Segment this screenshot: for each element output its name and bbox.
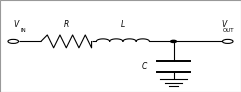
- Text: IN: IN: [21, 28, 27, 33]
- Text: V: V: [221, 20, 227, 29]
- Text: OUT: OUT: [222, 28, 234, 33]
- Text: V: V: [14, 20, 19, 29]
- Text: C: C: [142, 62, 147, 71]
- Text: L: L: [121, 20, 125, 29]
- Circle shape: [171, 40, 176, 43]
- Text: R: R: [64, 20, 69, 29]
